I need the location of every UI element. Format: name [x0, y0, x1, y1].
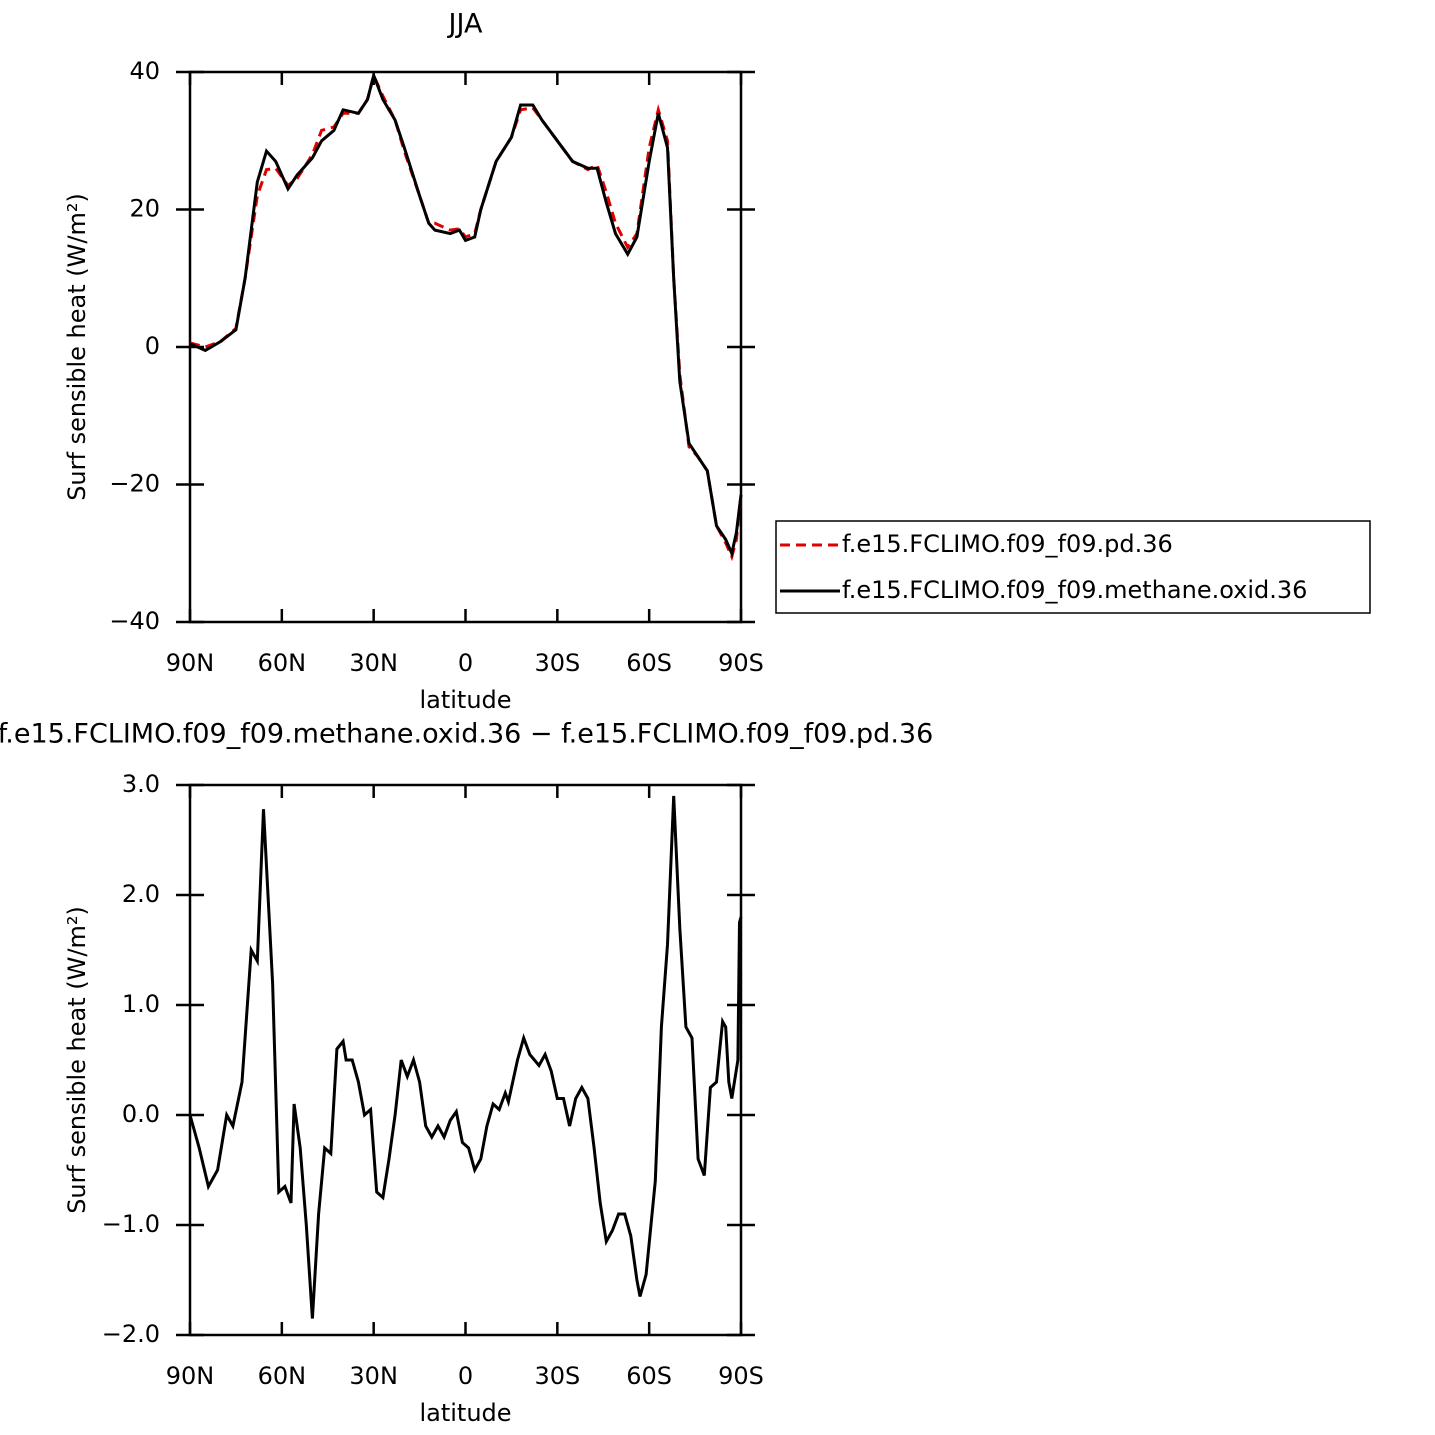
- legend-label: f.e15.FCLIMO.f09_f09.methane.oxid.36: [842, 576, 1307, 604]
- data-line: [189, 70, 743, 559]
- y-tick-label: −20: [109, 470, 160, 498]
- chart-title: f.e15.FCLIMO.f09_f09.methane.oxid.36 − f…: [0, 719, 933, 750]
- x-tick-label: 90S: [718, 1362, 764, 1390]
- x-tick-label: 0: [458, 649, 473, 677]
- x-tick-label: 30S: [534, 1362, 580, 1390]
- y-tick-label: 2.0: [122, 880, 160, 908]
- x-tick-label: 90N: [166, 1362, 215, 1390]
- x-tick-label: 60N: [258, 1362, 307, 1390]
- y-tick-label: −2.0: [102, 1320, 160, 1348]
- y-tick-label: −40: [109, 607, 160, 635]
- x-tick-label: 90N: [166, 649, 215, 677]
- x-tick-label: 60S: [626, 649, 672, 677]
- x-tick-label: 60N: [258, 649, 307, 677]
- x-tick-label: 60S: [626, 1362, 672, 1390]
- y-axis-label: Surf sensible heat (W/m²): [63, 193, 91, 501]
- x-axis-label: latitude: [419, 1399, 511, 1427]
- y-tick-label: 40: [129, 57, 160, 85]
- plot-frame: [188, 783, 743, 1337]
- y-tick-label: 0.0: [122, 1100, 160, 1128]
- legend-box: [775, 520, 1371, 614]
- data-line: [188, 795, 743, 1319]
- x-axis-label: latitude: [419, 686, 511, 714]
- x-tick-label: 90S: [718, 649, 764, 677]
- y-tick-label: −1.0: [102, 1210, 160, 1238]
- x-tick-label: 0: [458, 1362, 473, 1390]
- x-tick-label: 30N: [349, 649, 398, 677]
- y-tick-label: 20: [129, 195, 160, 223]
- x-tick-label: 30S: [534, 649, 580, 677]
- legend-label: f.e15.FCLIMO.f09_f09.pd.36: [842, 530, 1173, 558]
- data-line: [189, 70, 743, 562]
- chart-title: JJA: [447, 9, 483, 40]
- y-tick-label: 3.0: [122, 770, 160, 798]
- x-tick-label: 30N: [349, 1362, 398, 1390]
- plot-frame: [188, 70, 743, 624]
- y-tick-label: 0: [145, 332, 160, 360]
- y-tick-label: 1.0: [122, 990, 160, 1018]
- y-axis-label: Surf sensible heat (W/m²): [63, 906, 91, 1214]
